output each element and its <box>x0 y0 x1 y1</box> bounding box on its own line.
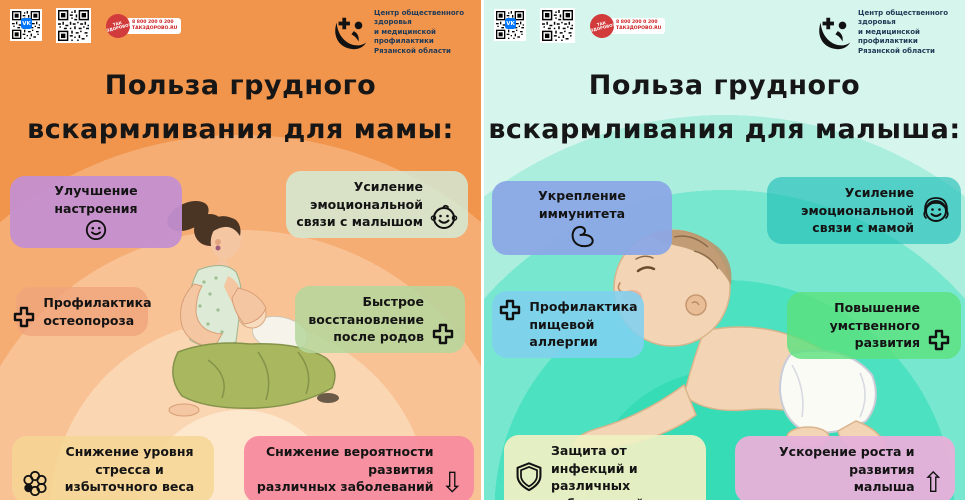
poster-benefits-for-mom: VK ТАК ЗДОРОВО! 8 800 200 0 200 ТАКЗДОРО… <box>0 0 481 500</box>
benefit-card-mood: Улучшение настроения <box>10 176 182 248</box>
hotline-site: ТАКЗДОРОВО.RU <box>616 26 662 31</box>
takzdorovo-brand-icon: ТАК ЗДОРОВО! <box>587 11 617 41</box>
medical-cross-icon <box>927 328 951 352</box>
health-center-emblem-icon <box>330 14 368 52</box>
benefit-card-osteoporosis-prevention: Профилактика остеопороза <box>14 287 152 336</box>
org-name-line1: Центр общественного здоровья <box>858 9 949 27</box>
benefit-card-postpartum-recovery: Быстрое восстановление после родов <box>295 286 465 353</box>
benefit-card-stress-weight-reduction: Снижение уровня стресса и избыточного ве… <box>12 436 214 500</box>
benefit-card-immunity: Укрепление иммунитета <box>492 181 672 255</box>
benefit-label: Снижение уровня стресса и избыточного ве… <box>64 444 195 494</box>
health-center-name: Центр общественного здоровья и медицинск… <box>858 9 965 56</box>
hotline-contacts: 8 800 200 0 200 ТАКЗДОРОВО.RU <box>610 18 666 34</box>
health-center-name: Центр общественного здоровья и медицинск… <box>374 9 481 56</box>
hotline-site: ТАКЗДОРОВО.RU <box>132 26 178 31</box>
hotline-phone: 8 800 200 0 200 <box>616 20 658 26</box>
org-name-line3: Рязанской области <box>858 46 935 55</box>
benefit-label: Снижение вероятности развития различных … <box>256 444 434 494</box>
health-center-logo: Центр общественного здоровья и медицинск… <box>330 9 481 56</box>
qr-code-site <box>540 8 575 43</box>
mom-face-icon <box>921 195 951 225</box>
benefit-label: Усиление эмоциональной связи с малышом <box>296 179 423 229</box>
takzdorovo-hotline-logo: ТАК ЗДОРОВО! 8 800 200 0 200 ТАКЗДОРОВО.… <box>587 11 666 41</box>
medical-cross-icon <box>12 305 36 329</box>
takzdorovo-brand-icon: ТАК ЗДОРОВО! <box>103 11 133 41</box>
org-name-line3: Рязанской области <box>374 46 451 55</box>
medical-cross-icon <box>498 298 522 322</box>
benefit-label: Укрепление иммунитета <box>538 188 626 221</box>
medical-cross-icon <box>431 322 455 346</box>
benefit-label: Защита от инфекций и различных заболеван… <box>551 443 644 500</box>
vk-icon: VK <box>505 18 516 29</box>
org-name-line2: и медицинской профилактики <box>374 27 436 46</box>
hotline-contacts: 8 800 200 0 200 ТАКЗДОРОВО.RU <box>126 18 182 34</box>
benefit-label: Профилактика остеопороза <box>43 295 152 328</box>
benefit-label: Профилактика пищевой аллергии <box>529 299 638 349</box>
health-center-logo: Центр общественного здоровья и медицинск… <box>814 9 965 56</box>
benefit-card-mental-development: Повышение умственного развития <box>787 292 961 359</box>
arrow-down-icon: ⇩ <box>440 465 464 499</box>
smiley-face-icon <box>84 218 108 242</box>
benefit-card-infection-protection: Защита от инфекций и различных заболеван… <box>504 435 706 500</box>
vk-icon: VK <box>21 18 32 29</box>
bicep-arm-icon <box>568 223 596 249</box>
benefit-card-bonding-mom: Усиление эмоциональной связи с мамой <box>767 177 961 244</box>
benefit-card-bonding-baby: Усиление эмоциональной связи с малышом <box>286 171 468 238</box>
poster-title: Польза грудного вскармливания для мамы: <box>27 70 454 145</box>
takzdorovo-hotline-logo: ТАК ЗДОРОВО! 8 800 200 0 200 ТАКЗДОРОВО.… <box>103 11 182 41</box>
org-name-line1: Центр общественного здоровья <box>374 9 465 27</box>
flower-icon <box>22 470 48 496</box>
benefit-label: Быстрое восстановление после родов <box>308 294 424 344</box>
poster-title: Польза грудного вскармливания для малыша… <box>488 70 961 145</box>
benefit-label: Ускорение роста и развития малыша <box>779 444 915 494</box>
benefit-label: Улучшение настроения <box>54 183 138 216</box>
org-name-line2: и медицинской профилактики <box>858 27 920 46</box>
benefit-label: Повышение умственного развития <box>829 300 920 350</box>
poster-benefits-for-baby: VK ТАК ЗДОРОВО! 8 800 200 0 200 ТАКЗДОРО… <box>484 0 965 500</box>
qr-code-site <box>56 8 91 43</box>
mother-breastfeeding-illustration <box>138 190 356 432</box>
arrow-up-icon: ⇧ <box>921 465 945 499</box>
benefit-card-disease-risk-reduction: Снижение вероятности развития различных … <box>244 436 474 500</box>
baby-face-icon <box>430 203 458 231</box>
benefit-card-food-allergy-prevention: Профилактика пищевой аллергии <box>492 291 644 358</box>
benefit-card-growth-acceleration: Ускорение роста и развития малыша ⇧ <box>735 436 955 500</box>
hotline-phone: 8 800 200 0 200 <box>132 20 174 26</box>
health-center-emblem-icon <box>814 14 852 52</box>
shield-icon <box>514 461 544 493</box>
benefit-label: Усиление эмоциональной связи с мамой <box>801 185 914 235</box>
